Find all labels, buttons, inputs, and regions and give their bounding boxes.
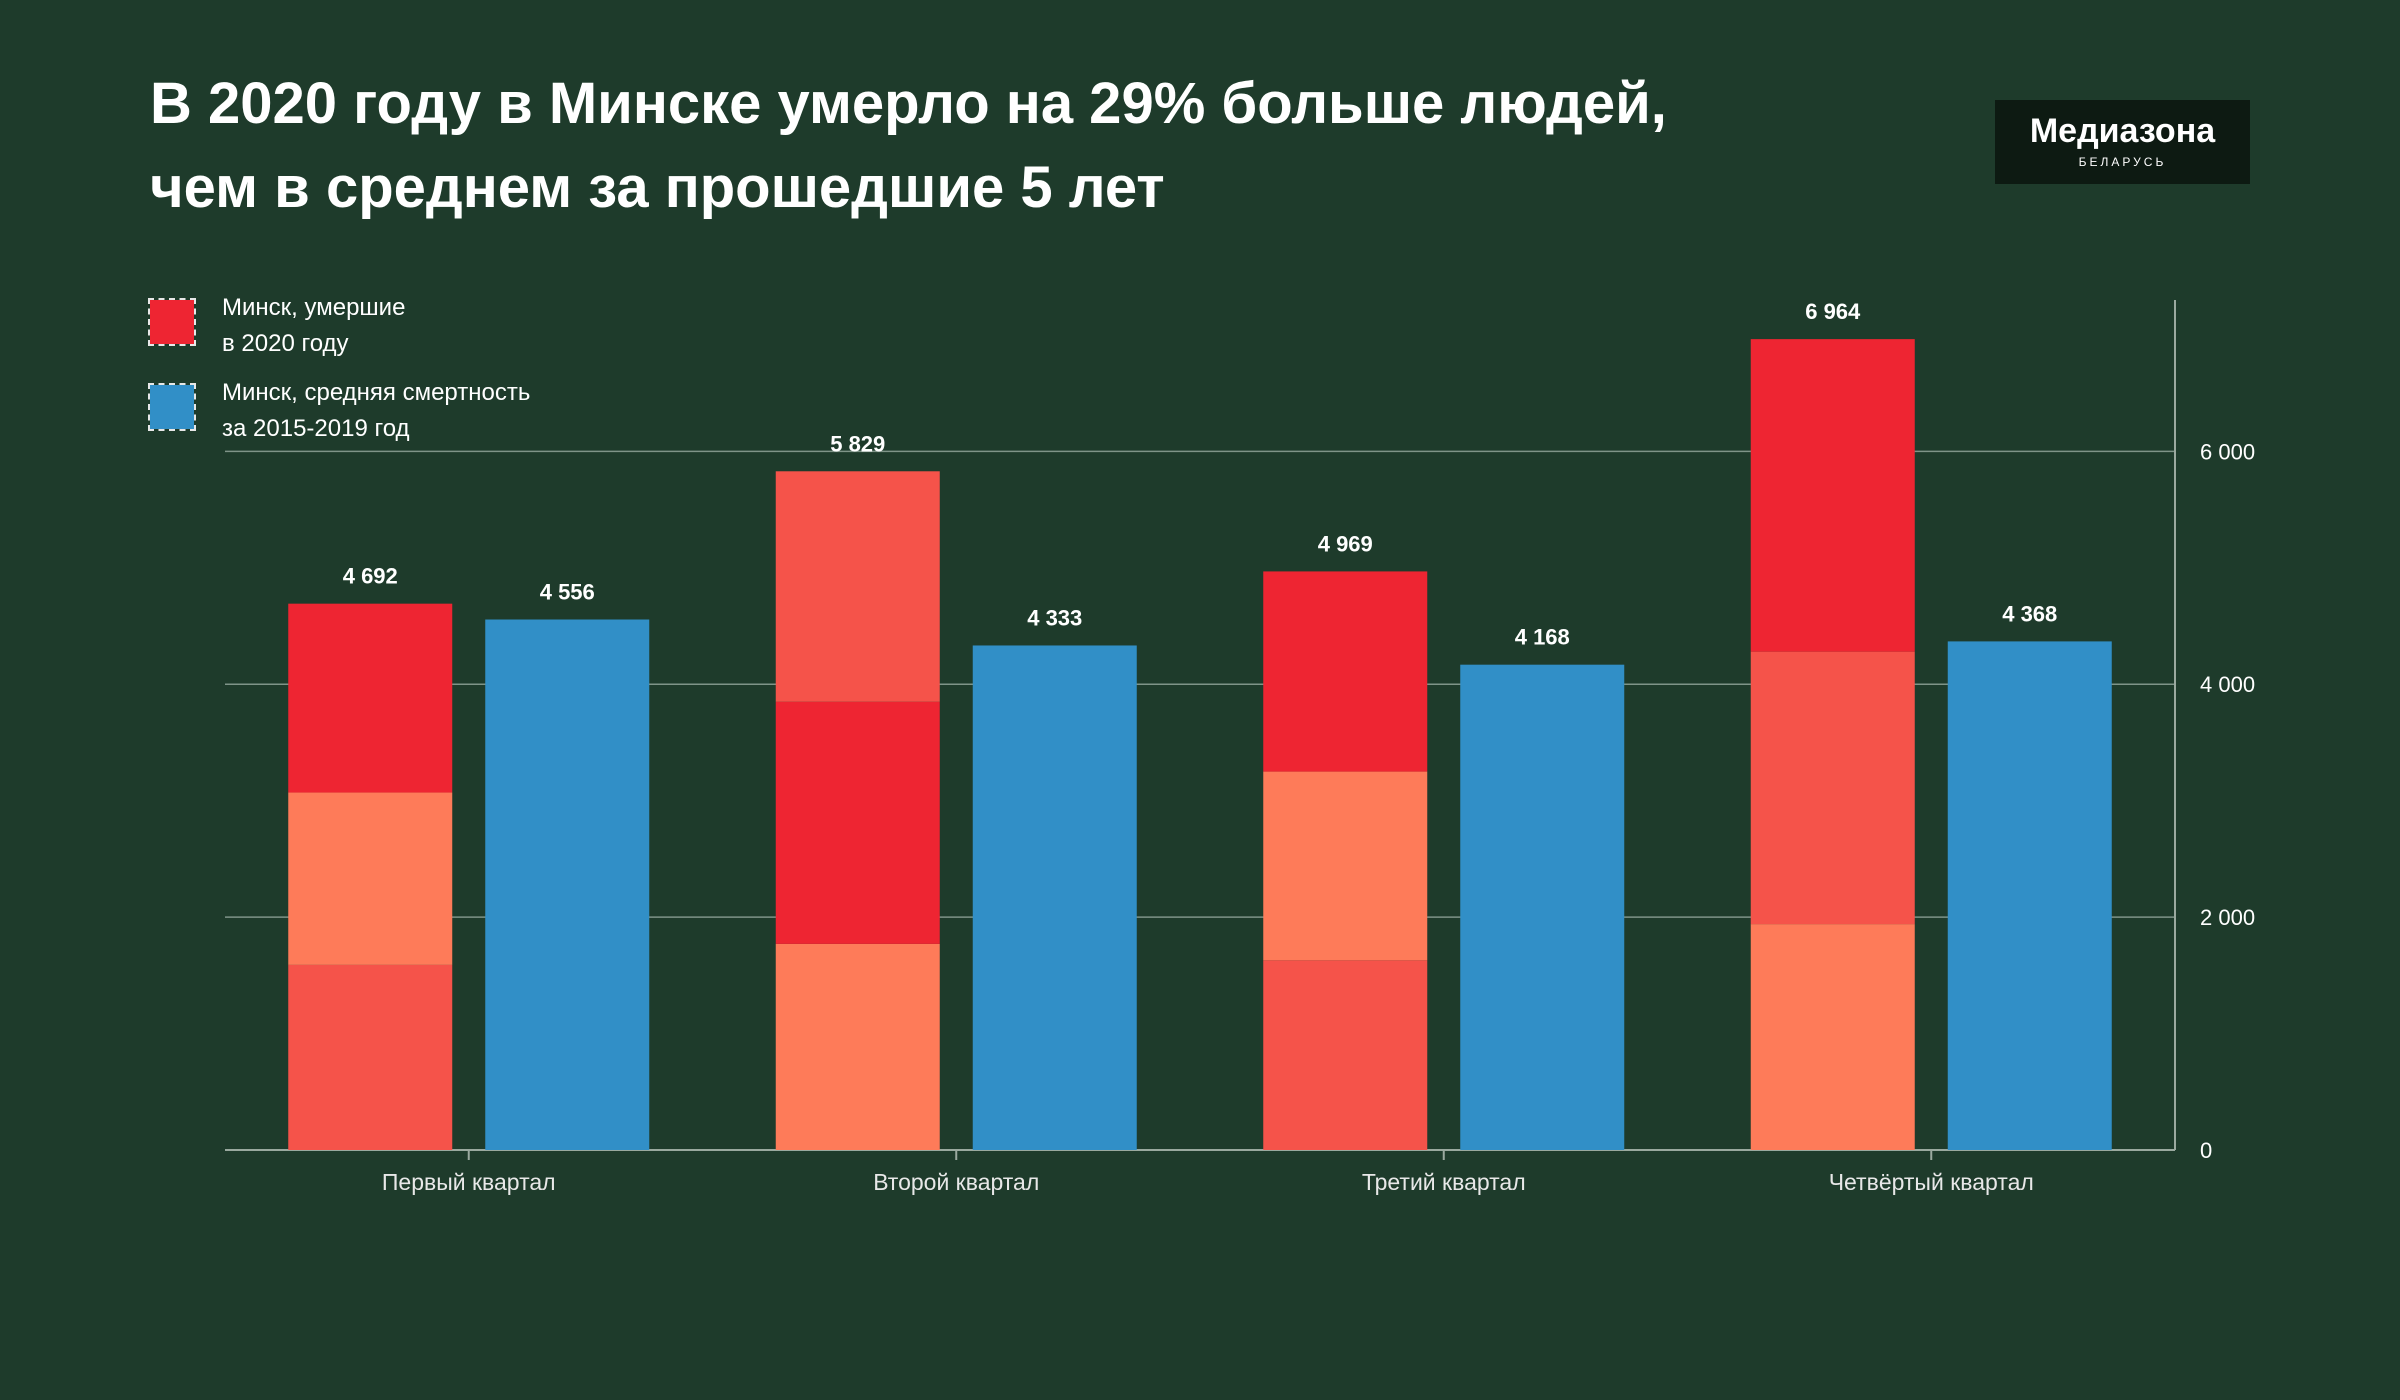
bar-2020-segment bbox=[775, 471, 940, 702]
bar-2020-segment bbox=[288, 964, 453, 1150]
category-label: Первый квартал bbox=[382, 1169, 556, 1195]
legend-label-average-line1: Минск, средняя смертность bbox=[222, 379, 531, 406]
bar-2020-segment bbox=[1750, 651, 1915, 925]
value-label-average: 4 368 bbox=[2002, 601, 2057, 626]
logo-subtitle: БЕЛАРУСЬ bbox=[2078, 155, 2167, 169]
legend-label-2020: Минск, умершие в 2020 году bbox=[222, 290, 642, 362]
category-label: Третий квартал bbox=[1362, 1169, 1526, 1195]
value-label-average: 4 168 bbox=[1515, 625, 1570, 650]
legend-swatch-average bbox=[148, 383, 196, 431]
bar-2020-segment bbox=[775, 943, 940, 1150]
value-label-2020: 4 692 bbox=[343, 564, 398, 589]
chart-title: В 2020 году в Минске умерло на 29% больш… bbox=[150, 62, 1950, 230]
bar-2020-segment bbox=[1750, 924, 1915, 1150]
bar-2020-segment bbox=[1263, 960, 1428, 1150]
bar-average bbox=[1460, 664, 1625, 1150]
legend-label-average: Минск, средняя смертность за 2015-2019 г… bbox=[222, 375, 642, 447]
bar-average bbox=[485, 619, 650, 1150]
bar-2020-segment bbox=[1263, 771, 1428, 961]
bar-2020-segment bbox=[1263, 571, 1428, 772]
bar-2020-segment bbox=[288, 603, 453, 793]
legend-label-2020-line2: в 2020 году bbox=[222, 330, 349, 357]
category-label: Второй квартал bbox=[873, 1169, 1039, 1195]
bar-2020-segment bbox=[288, 792, 453, 965]
bar-average bbox=[972, 645, 1137, 1150]
legend-swatch-2020 bbox=[148, 298, 196, 346]
bar-average bbox=[1947, 641, 2112, 1150]
y-tick-label: 0 bbox=[2200, 1138, 2212, 1163]
bar-2020-segment bbox=[775, 701, 940, 944]
category-label: Четвёртый квартал bbox=[1829, 1169, 2034, 1195]
value-label-average: 4 333 bbox=[1027, 605, 1082, 630]
logo-name: Медиазона bbox=[2029, 112, 2216, 150]
legend-label-average-line2: за 2015-2019 год bbox=[222, 415, 410, 442]
value-label-average: 4 556 bbox=[540, 580, 595, 605]
value-label-2020: 6 964 bbox=[1805, 299, 1861, 324]
mediazona-logo: Медиазона БЕЛАРУСЬ bbox=[1995, 100, 2250, 184]
value-label-2020: 5 829 bbox=[830, 431, 885, 456]
chart-title-line1: В 2020 году в Минске умерло на 29% больш… bbox=[150, 71, 1667, 136]
chart-title-line2: чем в среднем за прошедшие 5 лет bbox=[150, 155, 1165, 220]
bar-2020-segment bbox=[1750, 339, 1915, 652]
y-tick-label: 4 000 bbox=[2200, 672, 2255, 697]
y-tick-label: 2 000 bbox=[2200, 905, 2255, 930]
value-label-2020: 4 969 bbox=[1318, 531, 1373, 556]
legend-label-2020-line1: Минск, умершие bbox=[222, 294, 406, 321]
y-tick-label: 6 000 bbox=[2200, 439, 2255, 464]
